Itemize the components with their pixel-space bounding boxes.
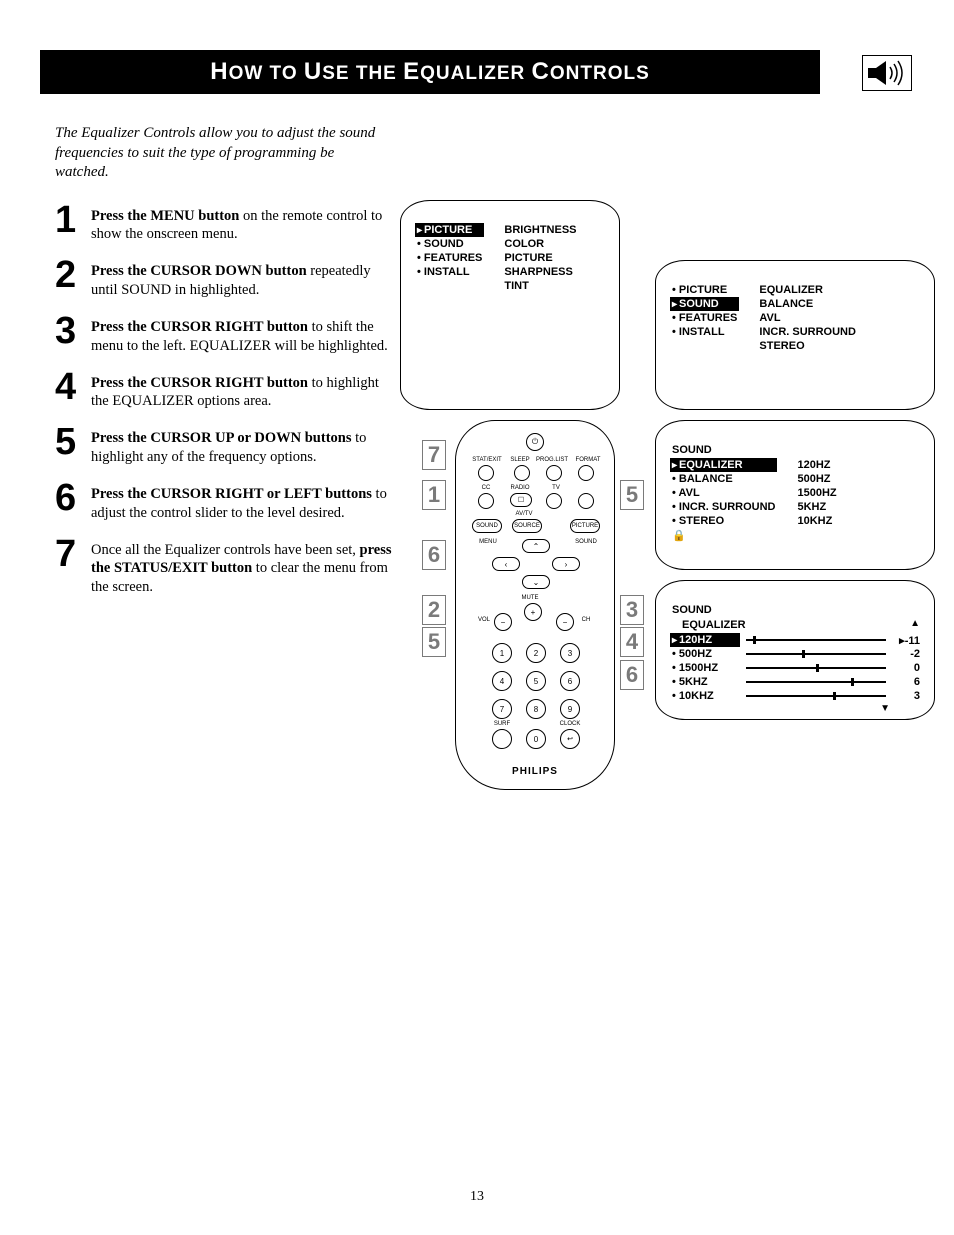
step-number: 2 [55,258,91,292]
speaker-icon [862,55,912,91]
step-3: 3Press the CURSOR RIGHT button to shift … [55,314,395,356]
step-5: 5Press the CURSOR UP or DOWN buttons to … [55,425,395,467]
step-text: Press the CURSOR RIGHT button to shift t… [91,314,395,356]
step-2: 2Press the CURSOR DOWN button repeatedly… [55,258,395,300]
page-number: 13 [0,1189,954,1205]
callout-7: 7 [422,440,446,470]
tv-equalizer-sliders: SOUNDEQUALIZER▲120HZ▸-11500HZ-21500HZ05K… [655,580,935,720]
step-1: 1Press the MENU button on the remote con… [55,203,395,245]
intro-text: The Equalizer Controls allow you to adju… [55,124,385,183]
tv-picture-menu: PICTURESOUNDFEATURESINSTALLBRIGHTNESSCOL… [400,200,620,410]
callout-2: 2 [422,595,446,625]
tv-sound-menu: PICTURESOUNDFEATURESINSTALLEQUALIZERBALA… [655,260,935,410]
step-text: Press the MENU button on the remote cont… [91,203,395,245]
step-text: Once all the Equalizer controls have bee… [91,537,395,598]
step-number: 1 [55,203,91,237]
callout-6: 6 [422,540,446,570]
step-number: 4 [55,370,91,404]
callout-6: 6 [620,660,644,690]
tv-equalizer-menu: SOUNDEQUALIZERBALANCEAVLINCR. SURROUNDST… [655,420,935,570]
step-number: 6 [55,481,91,515]
step-7: 7Once all the Equalizer controls have be… [55,537,395,598]
steps-list: 1Press the MENU button on the remote con… [55,203,395,598]
step-text: Press the CURSOR DOWN button repeatedly … [91,258,395,300]
step-number: 3 [55,314,91,348]
step-text: Press the CURSOR UP or DOWN buttons to h… [91,425,395,467]
step-number: 5 [55,425,91,459]
remote-diagram: ⏻ STAT/EXIT SLEEP PROG.LIST FORMAT CC RA… [420,420,650,820]
page-title-bar: HOW TO USE THE EQUALIZER CONTROLS [40,50,820,94]
callout-5: 5 [422,627,446,657]
step-number: 7 [55,537,91,571]
callout-4: 4 [620,627,644,657]
page: HOW TO USE THE EQUALIZER CONTROLS The Eq… [0,0,954,1235]
title-cap: H [210,58,228,85]
callout-5: 5 [620,480,644,510]
step-text: Press the CURSOR RIGHT button to highlig… [91,370,395,412]
step-text: Press the CURSOR RIGHT or LEFT buttons t… [91,481,395,523]
remote-brand: PHILIPS [456,766,614,777]
callout-3: 3 [620,595,644,625]
callout-1: 1 [422,480,446,510]
step-6: 6Press the CURSOR RIGHT or LEFT buttons … [55,481,395,523]
step-4: 4Press the CURSOR RIGHT button to highli… [55,370,395,412]
